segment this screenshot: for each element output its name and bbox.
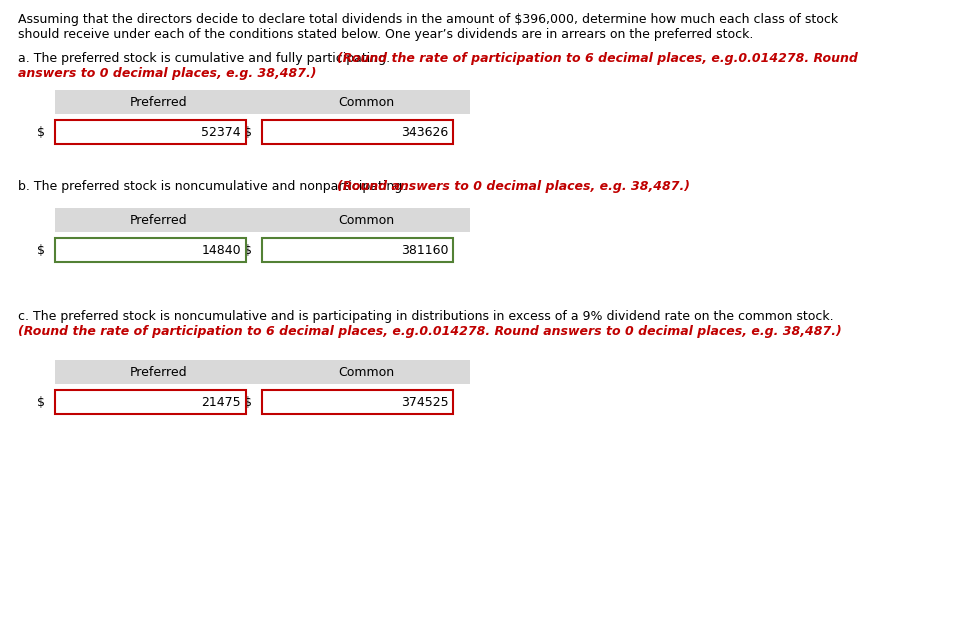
Bar <box>262 238 453 262</box>
Text: (Round the rate of participation to 6 decimal places, e.g.0.014278. Round answer: (Round the rate of participation to 6 de… <box>18 325 842 338</box>
Text: $: $ <box>244 126 253 139</box>
Text: 52374: 52374 <box>201 126 240 139</box>
Text: Common: Common <box>338 214 395 227</box>
Text: Preferred: Preferred <box>130 365 188 378</box>
Text: Preferred: Preferred <box>130 214 188 227</box>
Text: should receive under each of the conditions stated below. One year’s dividends a: should receive under each of the conditi… <box>18 28 753 41</box>
Bar <box>55 390 246 414</box>
Text: c. The preferred stock is noncumulative and is participating in distributions in: c. The preferred stock is noncumulative … <box>18 310 833 323</box>
Bar <box>55 208 470 232</box>
Text: $: $ <box>244 243 253 256</box>
Text: Preferred: Preferred <box>130 95 188 108</box>
Text: Assuming that the directors decide to declare total dividends in the amount of $: Assuming that the directors decide to de… <box>18 13 838 26</box>
Text: $: $ <box>37 243 45 256</box>
Bar <box>262 390 453 414</box>
Bar <box>55 90 470 114</box>
Text: (Round the rate of participation to 6 decimal places, e.g.0.014278. Round: (Round the rate of participation to 6 de… <box>337 52 858 65</box>
Text: 21475: 21475 <box>201 396 240 409</box>
Bar <box>55 238 246 262</box>
Text: $: $ <box>37 126 45 139</box>
Text: $: $ <box>37 396 45 409</box>
Text: 14840: 14840 <box>201 243 240 256</box>
Text: (Round answers to 0 decimal places, e.g. 38,487.): (Round answers to 0 decimal places, e.g.… <box>337 180 691 193</box>
Bar <box>55 360 470 384</box>
Text: 381160: 381160 <box>400 243 448 256</box>
Text: $: $ <box>244 396 253 409</box>
Text: b. The preferred stock is noncumulative and nonparticipating.: b. The preferred stock is noncumulative … <box>18 180 410 193</box>
Bar <box>262 120 453 144</box>
Bar <box>55 120 246 144</box>
Text: Common: Common <box>338 365 395 378</box>
Text: 374525: 374525 <box>400 396 448 409</box>
Text: 343626: 343626 <box>401 126 448 139</box>
Text: answers to 0 decimal places, e.g. 38,487.): answers to 0 decimal places, e.g. 38,487… <box>18 67 316 80</box>
Text: Common: Common <box>338 95 395 108</box>
Text: a. The preferred stock is cumulative and fully participating.: a. The preferred stock is cumulative and… <box>18 52 394 65</box>
